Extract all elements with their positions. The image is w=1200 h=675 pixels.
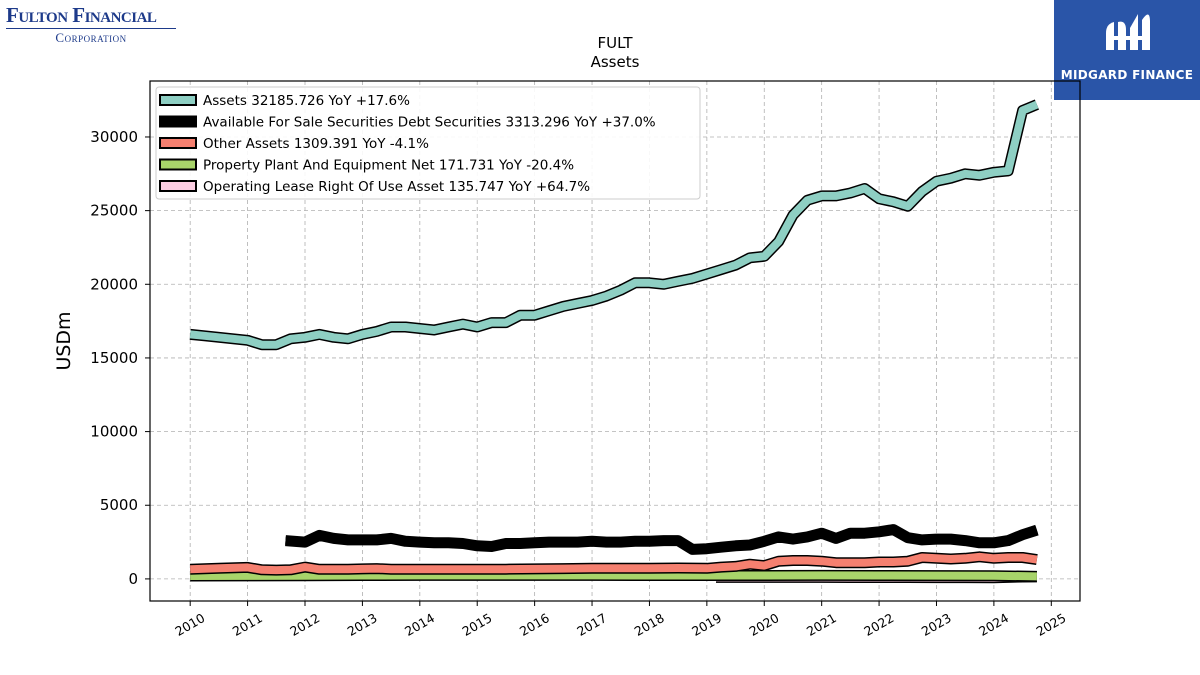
x-tick-label: 2024 <box>976 610 1011 639</box>
afs-legend-label: Available For Sale Securities Debt Secur… <box>203 115 656 131</box>
brand-name: MIDGARD FINANCE <box>1060 68 1194 82</box>
other-line <box>190 552 1038 575</box>
ppe-series <box>190 569 1037 582</box>
assets-series <box>189 99 1039 351</box>
lease-legend-swatch <box>159 180 197 192</box>
ppe-legend-swatch <box>159 158 197 171</box>
legend-box <box>155 86 701 200</box>
legend: Assets 32185.726 YoY +17.6% Available For… <box>155 86 701 200</box>
assets-line <box>189 100 1039 349</box>
fulton-financial-logo: Fulton Financial Corporation <box>6 4 176 46</box>
x-tick-label: 2014 <box>402 610 437 639</box>
afs-line <box>285 525 1039 554</box>
afs-legend-swatch <box>159 115 197 128</box>
x-tick-label: 2020 <box>746 610 781 639</box>
y-tick-label: 20000 <box>90 275 138 293</box>
x-tick-label: 2025 <box>1034 610 1069 639</box>
logo-line-2: Corporation <box>55 30 127 45</box>
chart-title: FULT <box>597 34 633 52</box>
x-tick-label: 2012 <box>287 610 322 639</box>
y-tick-label: 0 <box>128 570 138 588</box>
x-tick-label: 2022 <box>861 610 896 639</box>
y-tick-label: 30000 <box>90 128 138 146</box>
lease-legend-label: Operating Lease Right Of Use Asset 135.7… <box>203 179 590 195</box>
series-layer <box>189 99 1039 584</box>
other-series <box>190 551 1038 576</box>
other-legend-label: Other Assets 1309.391 YoY -4.1% <box>203 136 429 152</box>
x-tick-label: 2017 <box>574 610 609 639</box>
y-tick-label: 10000 <box>90 423 138 441</box>
plot-frame <box>149 80 1081 602</box>
y-tick-label: 5000 <box>100 496 138 514</box>
chart-subtitle: Assets <box>591 53 640 71</box>
midgard-emblem-icon <box>1106 14 1150 50</box>
x-tick-label: 2019 <box>689 610 724 639</box>
x-tick-label: 2021 <box>804 610 839 639</box>
afs-series <box>285 524 1039 555</box>
x-tick-label: 2023 <box>919 610 954 639</box>
ppe-line <box>190 571 1037 581</box>
x-tick-label: 2013 <box>345 610 380 639</box>
assets-legend-swatch <box>159 94 197 106</box>
y-tick-label: 15000 <box>90 349 138 367</box>
x-tick-label: 2016 <box>517 610 552 639</box>
x-tick-label: 2015 <box>459 610 494 639</box>
assets-legend-label: Assets 32185.726 YoY +17.6% <box>203 93 410 109</box>
midgard-finance-logo: MIDGARD FINANCE <box>1054 0 1200 100</box>
x-tick-label: 2010 <box>172 610 207 639</box>
x-tick-label: 2018 <box>632 610 667 639</box>
logo-line-1: Fulton Financial <box>6 4 176 29</box>
y-tick-label: 25000 <box>90 202 138 220</box>
other-legend-swatch <box>159 137 197 149</box>
x-tick-label: 2011 <box>230 610 265 639</box>
ppe-legend-label: Property Plant And Equipment Net 171.731… <box>203 158 574 174</box>
y-axis-label: USDm <box>53 311 75 370</box>
